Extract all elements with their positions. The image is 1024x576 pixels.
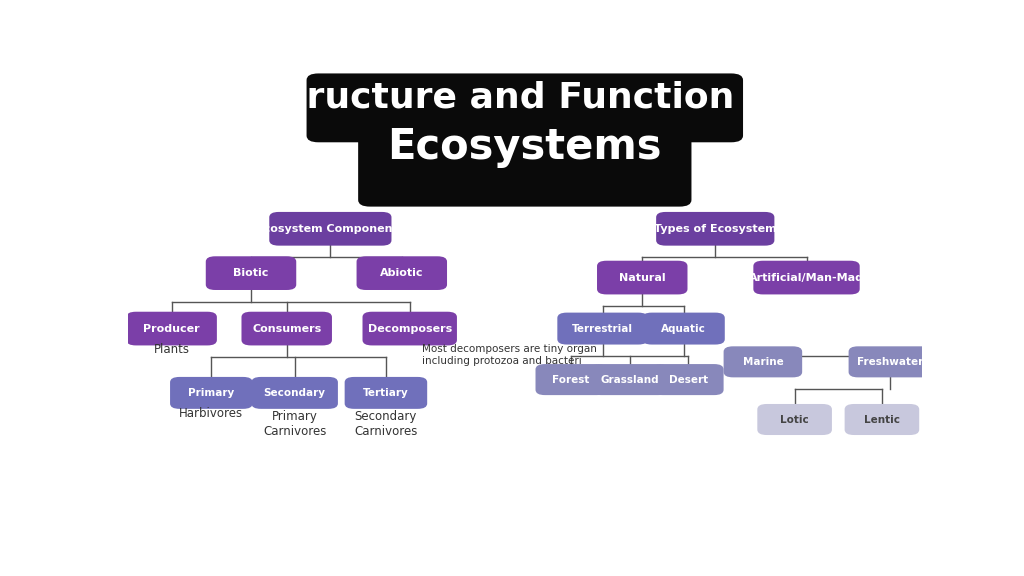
FancyBboxPatch shape [206, 256, 296, 290]
Text: Primary: Primary [188, 388, 234, 398]
FancyBboxPatch shape [758, 404, 831, 435]
Text: Ecosystem Components: Ecosystem Components [256, 224, 404, 234]
FancyBboxPatch shape [536, 364, 606, 395]
FancyBboxPatch shape [252, 377, 338, 409]
Text: Desert: Desert [669, 374, 708, 385]
Text: Grassland: Grassland [600, 374, 658, 385]
FancyBboxPatch shape [358, 135, 691, 207]
FancyBboxPatch shape [642, 313, 725, 344]
Text: Lentic: Lentic [864, 415, 900, 425]
FancyBboxPatch shape [126, 312, 217, 346]
Text: Secondary
Carnivores: Secondary Carnivores [354, 410, 418, 438]
Text: Tertiary: Tertiary [364, 388, 409, 398]
Text: Forest: Forest [552, 374, 590, 385]
FancyBboxPatch shape [849, 346, 931, 377]
Text: Aquatic: Aquatic [662, 324, 706, 334]
FancyBboxPatch shape [362, 312, 457, 346]
Text: Types of Ecosystem: Types of Ecosystem [654, 224, 776, 234]
Text: Artificial/Man-Mad: Artificial/Man-Mad [749, 272, 864, 283]
Text: Consumers: Consumers [252, 324, 322, 334]
FancyBboxPatch shape [845, 404, 920, 435]
Text: Primary
Carnivores: Primary Carnivores [263, 410, 327, 438]
FancyBboxPatch shape [306, 73, 743, 142]
FancyBboxPatch shape [597, 261, 687, 294]
Text: Producer: Producer [143, 324, 200, 334]
Text: Structure and Function of: Structure and Function of [262, 81, 787, 115]
Text: Freshwater: Freshwater [857, 357, 923, 367]
FancyBboxPatch shape [269, 212, 391, 245]
Text: Secondary: Secondary [263, 388, 326, 398]
FancyBboxPatch shape [656, 212, 774, 245]
Text: Plants: Plants [154, 343, 189, 356]
FancyBboxPatch shape [724, 346, 802, 377]
Text: Lotic: Lotic [780, 415, 809, 425]
Text: Decomposers: Decomposers [368, 324, 452, 334]
FancyBboxPatch shape [242, 312, 332, 346]
Text: Biotic: Biotic [233, 268, 268, 278]
Text: Natural: Natural [618, 272, 666, 283]
Text: Harbivores: Harbivores [179, 407, 244, 420]
Text: Abiotic: Abiotic [380, 268, 424, 278]
Text: Ecosystems: Ecosystems [387, 126, 663, 168]
FancyBboxPatch shape [170, 377, 253, 409]
Text: Most decomposers are tiny organ
including protozoa and bacteri: Most decomposers are tiny organ includin… [422, 344, 597, 366]
FancyBboxPatch shape [356, 256, 447, 290]
Text: Marine: Marine [742, 357, 783, 367]
Text: Terrestrial: Terrestrial [572, 324, 633, 334]
FancyBboxPatch shape [345, 377, 427, 409]
FancyBboxPatch shape [557, 313, 648, 344]
FancyBboxPatch shape [592, 364, 668, 395]
FancyBboxPatch shape [370, 107, 680, 151]
FancyBboxPatch shape [754, 261, 860, 294]
FancyBboxPatch shape [653, 364, 724, 395]
